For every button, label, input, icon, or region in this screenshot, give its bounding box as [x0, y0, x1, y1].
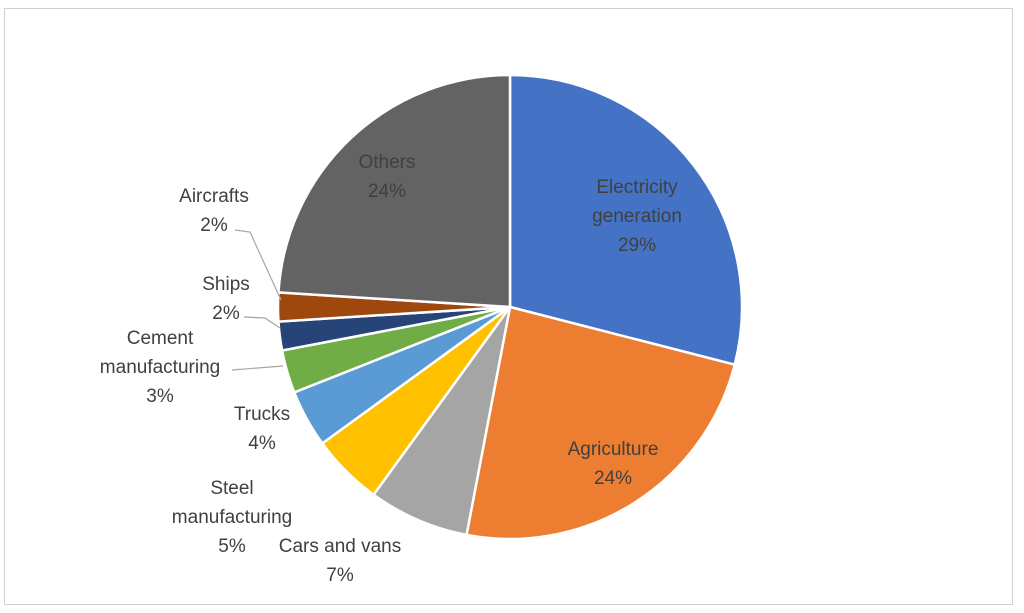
data-label-others: Others 24%	[358, 152, 415, 202]
data-label-cement-manufacturing: Cement manufacturing 3%	[100, 328, 220, 407]
pie-slice-agriculture	[465, 305, 737, 541]
data-label-electricity-generation: Electricity generation 29%	[592, 177, 682, 256]
leader-line-ships	[243, 316, 281, 329]
pie-slice-cars-and-vans	[371, 306, 512, 537]
data-label-aircrafts: Aircrafts 2%	[179, 186, 249, 236]
data-label-trucks: Trucks 4%	[234, 404, 290, 454]
data-label-steel-manufacturing: Steel manufacturing 5%	[172, 478, 292, 557]
leader-line-aircrafts	[234, 229, 282, 301]
leader-line-cement-manufacturing	[231, 365, 284, 371]
data-label-cars-and-vans: Cars and vans 7%	[279, 536, 402, 586]
pie-slice-others	[277, 73, 512, 309]
pie-slice-electricity-generation	[508, 73, 744, 367]
data-label-ships: Ships 2%	[202, 274, 250, 324]
data-label-agriculture: Agriculture 24%	[568, 439, 659, 489]
